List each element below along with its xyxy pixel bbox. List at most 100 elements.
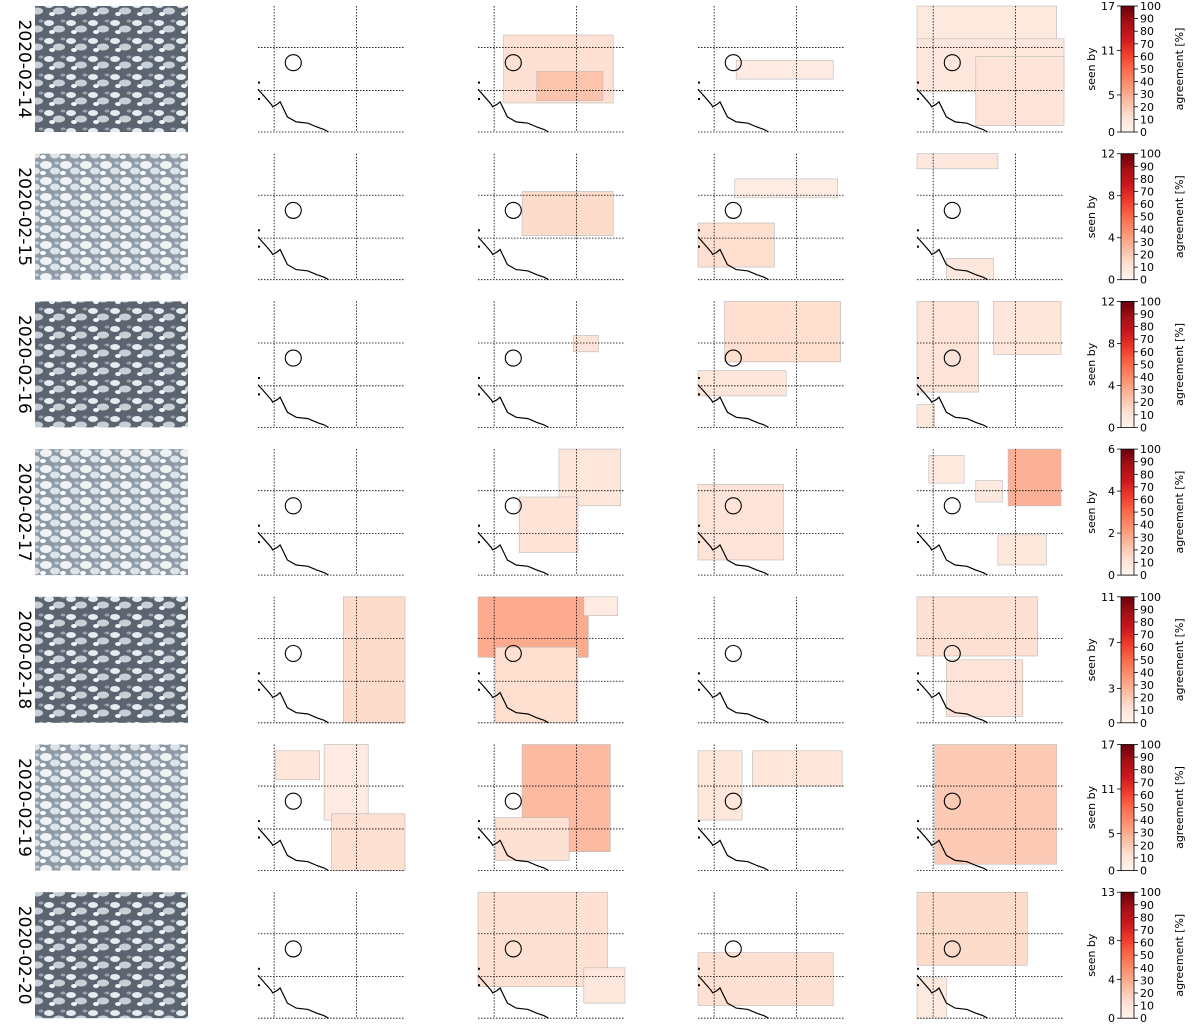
island-marker <box>698 967 700 970</box>
agreement-tick-label: 30 <box>1140 236 1154 249</box>
colorbar-gradient <box>1120 448 1135 576</box>
row-2020-02-15: 2020-02-15048120102030405060708090100see… <box>14 148 1186 287</box>
agreement-region <box>916 977 947 1019</box>
coastline <box>916 236 988 281</box>
island-marker <box>478 393 480 396</box>
island-marker <box>698 541 700 544</box>
seen-by-tick-label: 8 <box>1108 337 1115 350</box>
agreement-region <box>583 596 618 616</box>
island-marker <box>258 984 260 987</box>
agreement-region <box>495 817 570 861</box>
seen-by-label: seen by <box>1085 638 1098 682</box>
agreement-region <box>697 222 775 268</box>
panel <box>257 744 406 872</box>
agreement-region <box>916 301 980 393</box>
agreement-tick-label: 100 <box>1140 443 1161 456</box>
agreement-tick-label: 100 <box>1140 591 1161 604</box>
agreement-region <box>697 952 834 1006</box>
agreement-region <box>1007 448 1062 507</box>
coastline <box>916 531 988 576</box>
agreement-tick-label: 90 <box>1140 899 1154 912</box>
agreement-region <box>536 71 604 101</box>
agreement-tick-label: 90 <box>1140 13 1154 26</box>
agreement-tick-label: 0 <box>1140 421 1147 434</box>
seen-by-tick-label: 11 <box>1101 44 1115 57</box>
agreement-tick-label: 80 <box>1140 173 1154 186</box>
target-circle <box>284 201 302 219</box>
island-marker <box>917 541 919 544</box>
panel <box>697 449 845 576</box>
seen-by-label: seen by <box>1085 47 1098 91</box>
panel <box>916 448 1064 576</box>
island-marker <box>917 245 919 248</box>
agreement-tick-label: 10 <box>1140 1000 1154 1013</box>
target-circle <box>943 644 961 663</box>
panel <box>257 449 405 576</box>
island-marker <box>917 393 919 396</box>
satellite-image <box>35 744 188 871</box>
island-marker <box>258 393 260 396</box>
seen-by-label: seen by <box>1085 195 1098 239</box>
island-marker <box>258 245 260 248</box>
island-marker <box>478 229 480 232</box>
panel <box>697 301 845 428</box>
seen-by-tick-label: 4 <box>1108 232 1115 245</box>
island-marker <box>698 377 700 379</box>
island-marker <box>917 524 919 527</box>
agreement-label: agreement [%] <box>1173 618 1186 701</box>
seen-by-tick-label: 8 <box>1108 190 1115 203</box>
island-marker <box>258 672 260 675</box>
agreement-region <box>997 534 1047 566</box>
island-marker <box>698 984 700 987</box>
agreement-label: agreement [%] <box>1173 28 1186 111</box>
agreement-tick-label: 90 <box>1140 308 1154 321</box>
agreement-region <box>573 335 599 353</box>
agreement-label: agreement [%] <box>1173 175 1186 258</box>
coastline <box>477 827 549 872</box>
target-circle <box>724 349 742 367</box>
agreement-tick-label: 20 <box>1140 396 1154 409</box>
island-marker <box>258 967 260 970</box>
island-marker <box>917 377 919 379</box>
panel <box>257 892 405 1019</box>
agreement-tick-label: 30 <box>1140 827 1154 840</box>
island-marker <box>698 688 700 691</box>
coastline <box>257 679 329 724</box>
coastline <box>477 531 549 576</box>
panel <box>697 6 845 133</box>
seen-by-label: seen by <box>1085 342 1098 386</box>
target-circle <box>284 792 302 810</box>
seen-by-tick-label: 0 <box>1108 717 1115 730</box>
coastline <box>697 531 769 576</box>
panel <box>477 301 625 428</box>
agreement-tick-label: 30 <box>1140 531 1154 544</box>
agreement-tick-label: 50 <box>1140 654 1154 667</box>
seen-by-label: seen by <box>1085 490 1098 534</box>
agreement-tick-label: 60 <box>1140 494 1154 507</box>
target-circle <box>284 349 302 367</box>
coastline <box>916 384 988 428</box>
island-marker <box>478 245 480 248</box>
coastline <box>916 975 988 1019</box>
panel <box>257 6 405 133</box>
target-circle <box>504 349 522 367</box>
island-marker <box>258 524 260 527</box>
agreement-tick-label: 80 <box>1140 321 1154 334</box>
coastline <box>477 975 549 1019</box>
panel <box>916 153 1064 281</box>
island-marker <box>478 836 480 839</box>
agreement-tick-label: 40 <box>1140 223 1154 236</box>
seen-by-tick-label: 17 <box>1101 0 1115 13</box>
island-marker <box>478 984 480 987</box>
seen-by-tick-label: 5 <box>1108 89 1115 102</box>
seen-by-tick-label: 4 <box>1108 973 1115 986</box>
island-marker <box>478 967 480 970</box>
agreement-tick-label: 20 <box>1140 249 1154 262</box>
row-2020-02-14: 2020-02-140511170102030405060708090100se… <box>14 0 1186 139</box>
target-circle <box>724 201 742 219</box>
agreement-tick-label: 60 <box>1140 346 1154 359</box>
coastline <box>257 88 329 133</box>
island-marker <box>258 97 260 100</box>
